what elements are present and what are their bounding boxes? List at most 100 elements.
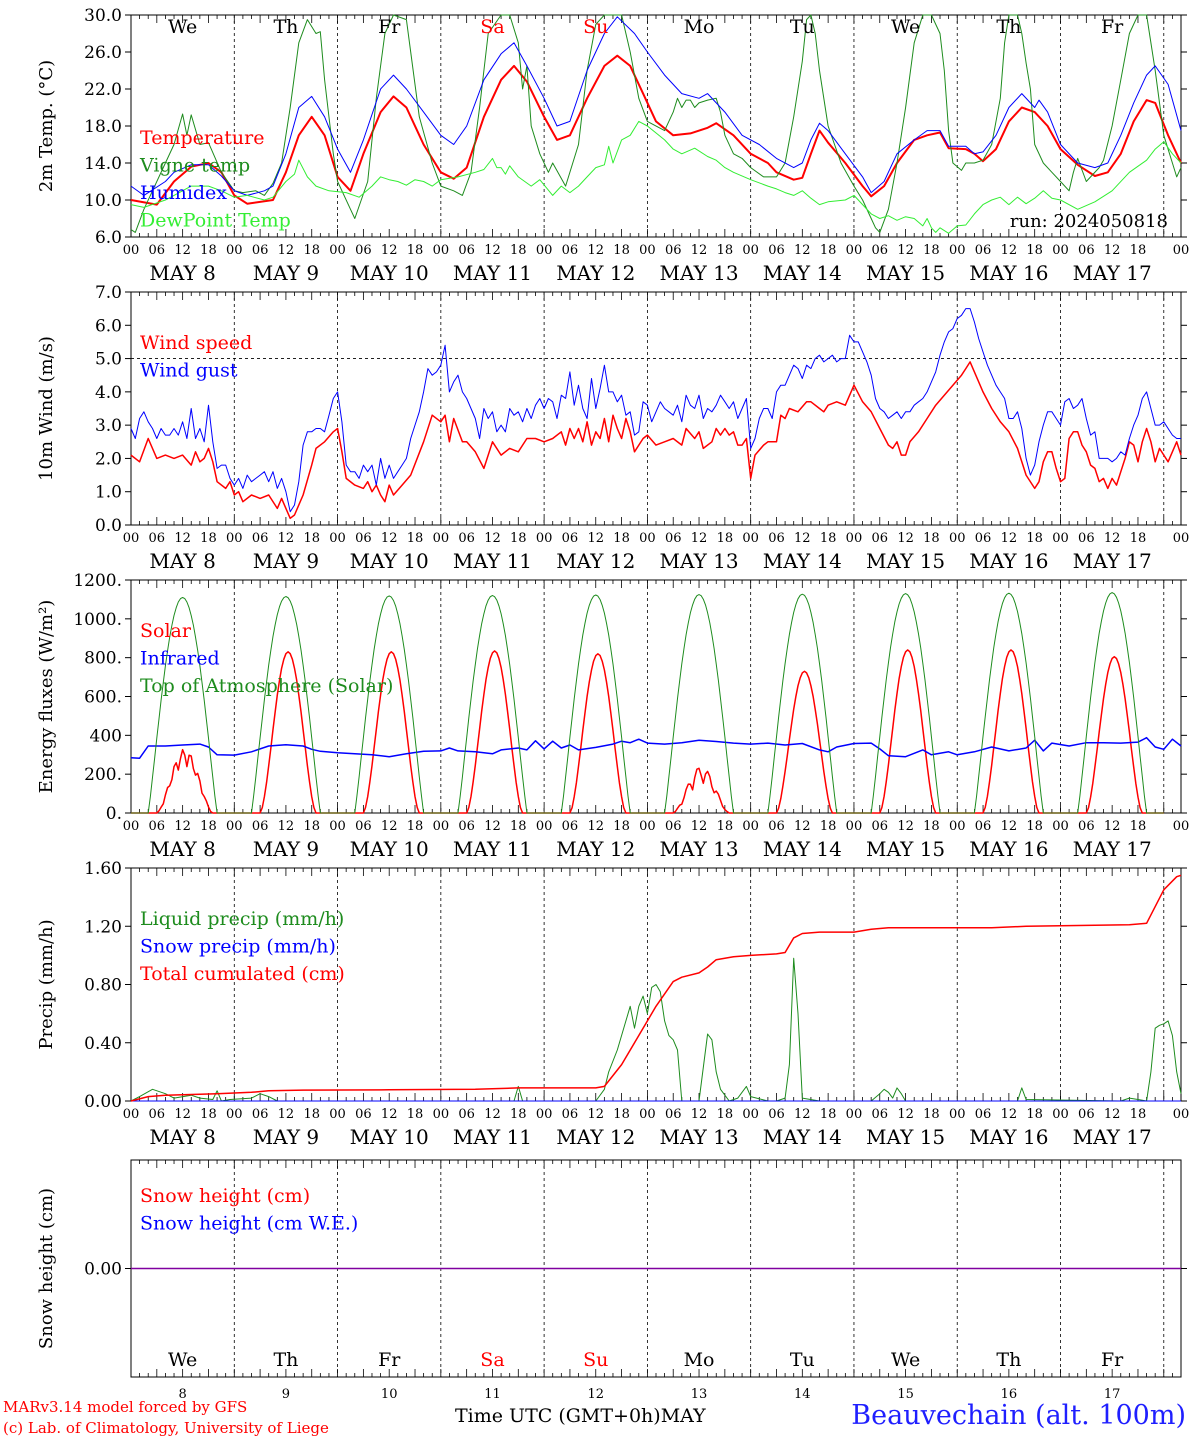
precip-legend-0: Liquid precip (mm/h) — [140, 908, 344, 930]
x-axis-title: Time UTC (GMT+0h)MAY — [455, 1405, 706, 1427]
hour-label: 12 — [794, 243, 811, 258]
weekday-top: Fr — [1101, 16, 1124, 38]
temp-series-dewpoint-temp — [130, 120, 1182, 234]
snow-legend-1: Snow height (cm W.E.) — [140, 1213, 358, 1235]
date-label: MAY 10 — [350, 261, 429, 285]
date-label: MAY 8 — [149, 261, 215, 285]
hour-label: 18 — [1026, 531, 1043, 546]
weekday-bottom: Sa — [480, 1349, 504, 1371]
hour-label: 18 — [613, 531, 630, 546]
weekday-bottom: Fr — [378, 1349, 401, 1371]
hour-label: 06 — [975, 243, 992, 258]
hour-label: 18 — [820, 819, 837, 834]
temp-series-humidex — [130, 16, 1182, 196]
weekday-top: Tu — [790, 16, 815, 38]
hour-label: 06 — [149, 243, 166, 258]
wind-series-wind-speed — [130, 361, 1182, 520]
hour-label: 12 — [691, 243, 708, 258]
date-label: MAY 16 — [969, 837, 1048, 861]
hour-label: 06 — [458, 531, 475, 546]
date-label: MAY 13 — [659, 1125, 738, 1149]
date-label: MAY 12 — [556, 261, 635, 285]
hour-label: 00 — [742, 819, 759, 834]
hour-label: 06 — [975, 1107, 992, 1122]
hour-label: 00 — [433, 819, 450, 834]
hour-label: 12 — [587, 819, 604, 834]
hour-label: 12 — [174, 819, 191, 834]
hour-label: 12 — [1104, 243, 1121, 258]
hour-label: 06 — [252, 531, 269, 546]
weekday-top: We — [168, 16, 197, 38]
hour-label: 06 — [665, 819, 682, 834]
hour-label: 06 — [768, 1107, 785, 1122]
energy-legend-2: Top of Atmosphere (Solar) — [140, 675, 393, 697]
hour-label: 00 — [123, 243, 140, 258]
wind-series-wind-gust — [130, 308, 1181, 513]
date-label: MAY 12 — [556, 1125, 635, 1149]
energy-ytick-label: 600. — [84, 688, 122, 708]
day-number: 10 — [381, 1387, 398, 1402]
hour-label: 12 — [691, 1107, 708, 1122]
day-number: 16 — [1001, 1387, 1018, 1402]
hour-label: 00 — [639, 531, 656, 546]
temp-ytick-label: 6.0 — [95, 228, 122, 248]
day-number: 12 — [587, 1387, 604, 1402]
hour-label: 12 — [1001, 531, 1018, 546]
hour-label: 18 — [717, 243, 734, 258]
hour-label: 18 — [407, 1107, 424, 1122]
wind-ytick-label: 0.0 — [95, 516, 122, 536]
hour-label: 06 — [458, 1107, 475, 1122]
hour-label: 18 — [1130, 819, 1147, 834]
day-number: 13 — [691, 1387, 708, 1402]
hour-label: 12 — [897, 243, 914, 258]
wind-ytick-label: 1.0 — [95, 483, 122, 503]
snow-ytick-label: 0.00 — [84, 1260, 122, 1280]
weekday-bottom: Fr — [1101, 1349, 1124, 1371]
weekday-top: Mo — [684, 16, 715, 38]
hour-label: 00 — [123, 531, 140, 546]
hour-label: 00 — [949, 243, 966, 258]
hour-label: 00 — [1052, 819, 1069, 834]
hour-label: 06 — [458, 243, 475, 258]
date-label: MAY 14 — [763, 1125, 842, 1149]
date-label: MAY 16 — [969, 261, 1048, 285]
weekday-top: Th — [996, 16, 1021, 38]
hour-label: 06 — [149, 819, 166, 834]
weekday-top: We — [891, 16, 920, 38]
hour-label: 18 — [613, 819, 630, 834]
energy-ytick-label: 800. — [84, 649, 122, 669]
hour-label: 18 — [923, 819, 940, 834]
hour-label: 06 — [975, 531, 992, 546]
hour-label: 18 — [407, 243, 424, 258]
hour-label: 06 — [252, 1107, 269, 1122]
weekday-bottom: Su — [583, 1349, 608, 1371]
hour-label: 00 — [742, 1107, 759, 1122]
hour-label: 00 — [949, 1107, 966, 1122]
temp-ytick-label: 22.0 — [84, 80, 122, 100]
hour-label: 18 — [200, 531, 217, 546]
hour-label: 00 — [433, 531, 450, 546]
hour-label: 18 — [303, 1107, 320, 1122]
hour-label: 18 — [510, 819, 527, 834]
weekday-top: Th — [273, 16, 298, 38]
precip-legend-2: Total cumulated (cm) — [140, 963, 345, 985]
temp-ytick-label: 30.0 — [84, 6, 122, 26]
hour-label: 18 — [407, 819, 424, 834]
wind-legend-0: Wind speed — [140, 332, 252, 354]
precip-ytick-label: 0.80 — [84, 976, 122, 996]
hour-label: 06 — [665, 243, 682, 258]
energy-ytick-label: 1200. — [73, 571, 122, 591]
hour-label: 06 — [768, 531, 785, 546]
hour-label: 06 — [149, 1107, 166, 1122]
hour-label: 12 — [278, 531, 295, 546]
date-label: MAY 11 — [453, 261, 532, 285]
precip-ylabel: Precip (mm/h) — [36, 919, 57, 1049]
energy-ytick-label: 1000. — [73, 610, 122, 630]
hour-label: 00 — [639, 243, 656, 258]
hour-label: 18 — [200, 1107, 217, 1122]
snow-ylabel: Snow height (cm) — [36, 1188, 57, 1349]
hour-label: 18 — [820, 1107, 837, 1122]
hour-label: 12 — [174, 1107, 191, 1122]
hour-label: 00 — [329, 1107, 346, 1122]
